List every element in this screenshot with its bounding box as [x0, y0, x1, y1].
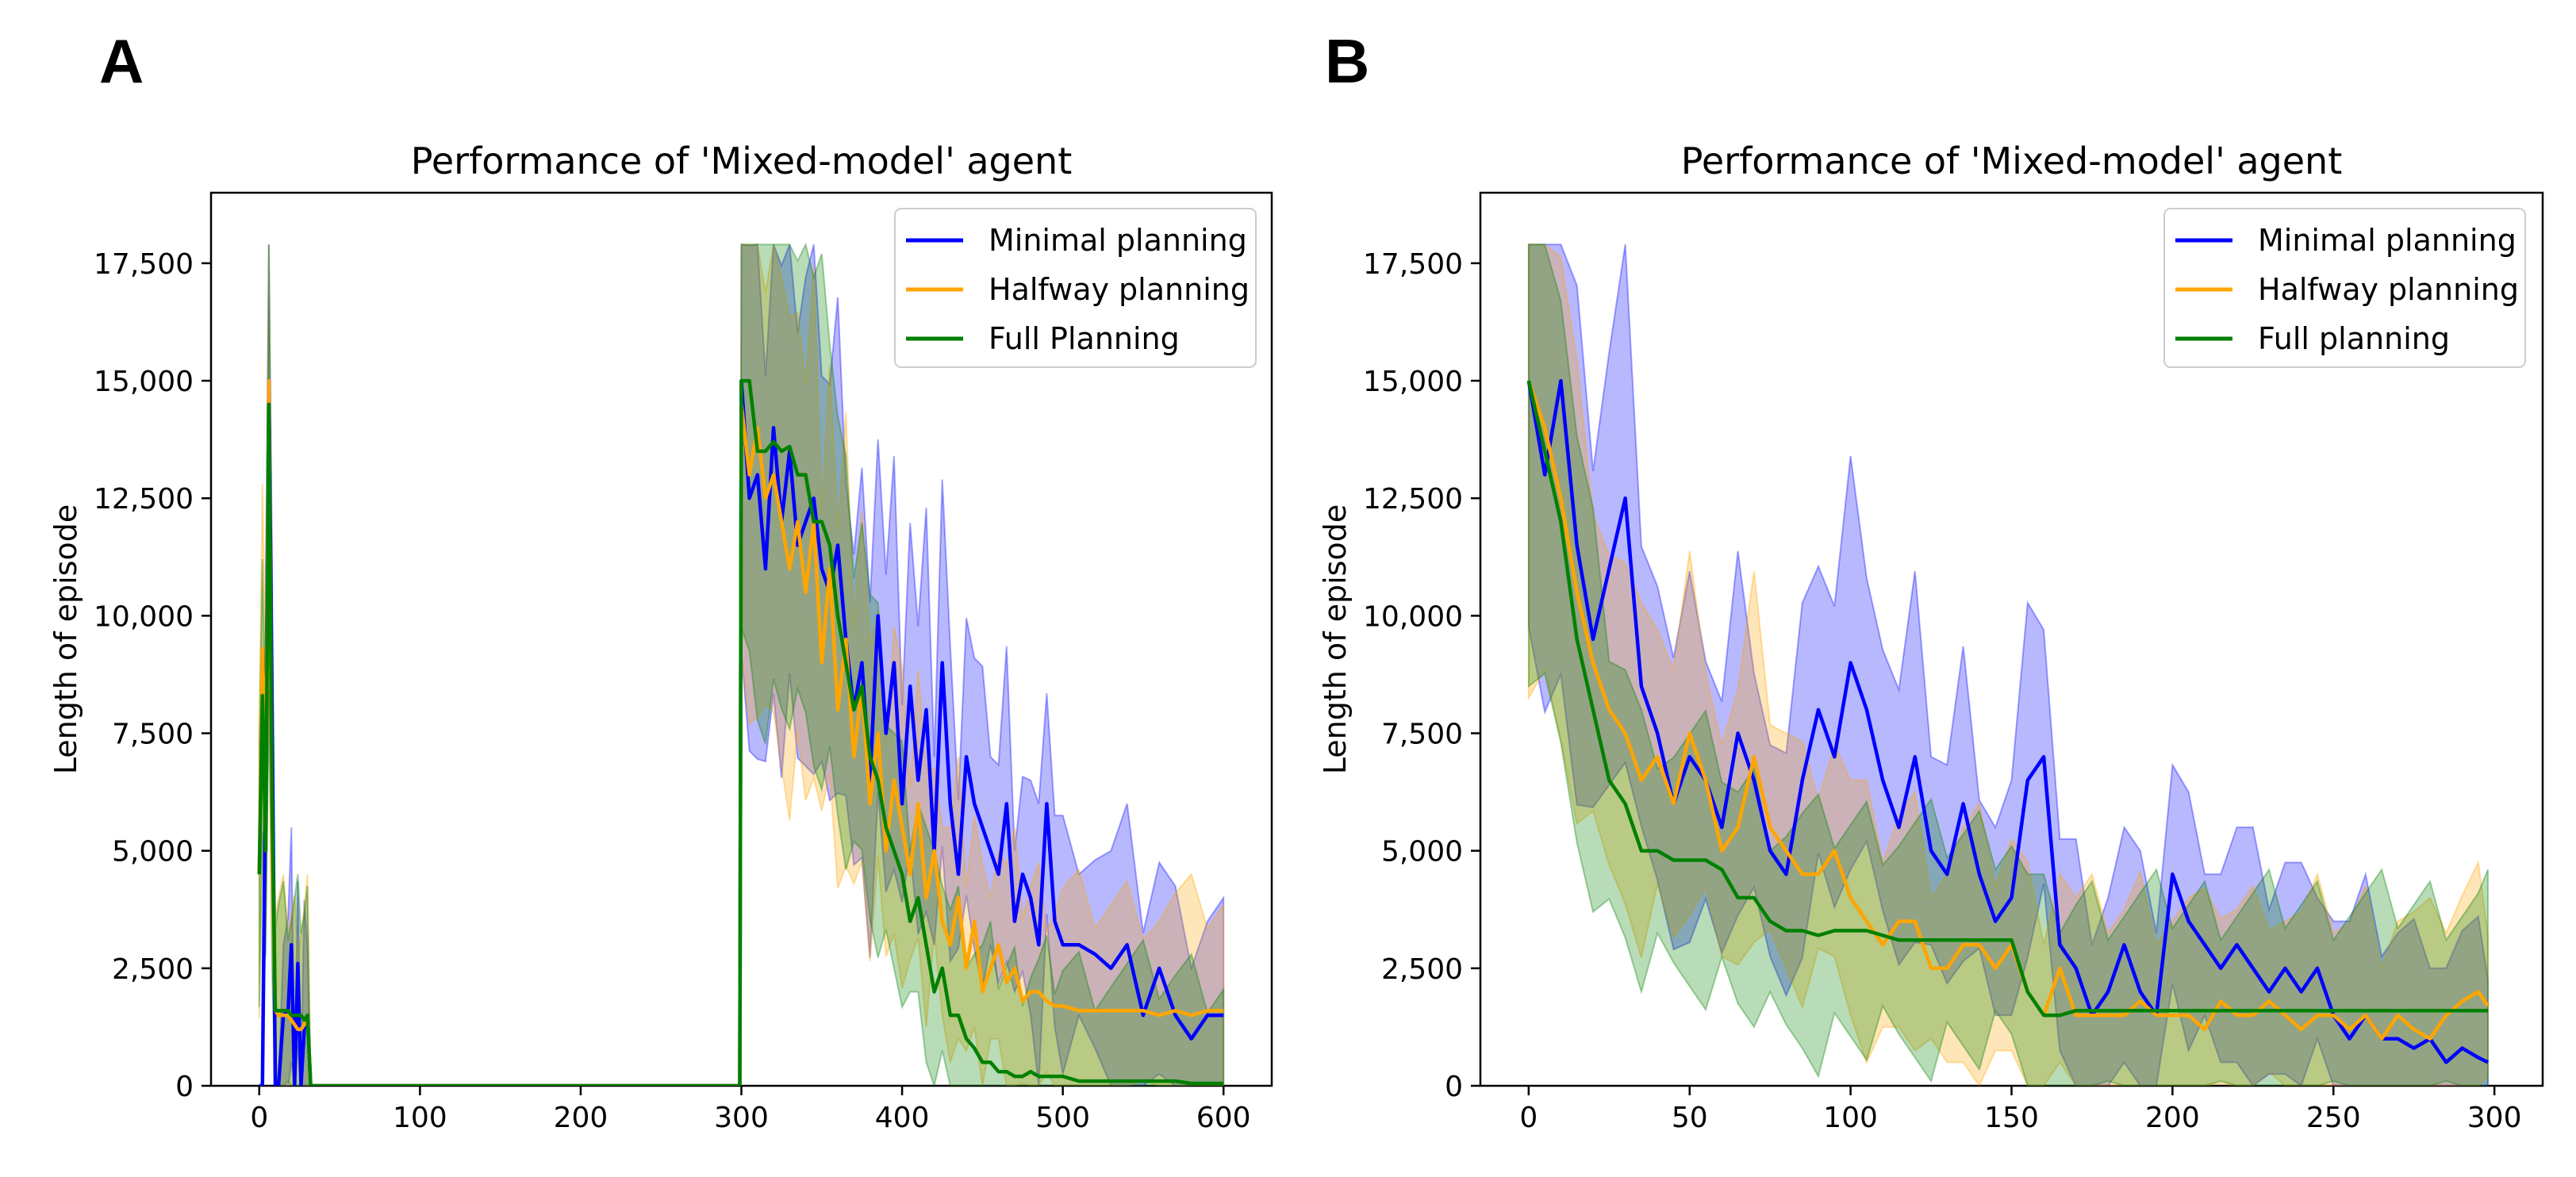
panel-letter-a: A — [99, 26, 144, 96]
chart1-legend-label-1: Halfway planning — [2258, 272, 2519, 307]
chart0-band-1 — [258, 243, 1225, 1086]
chart1-y-tick-label-7: 17,500 — [1363, 248, 1463, 281]
chart0-legend: Minimal planning Halfway planning Full Pla… — [894, 208, 1257, 368]
chart1-plot-area — [1526, 243, 2490, 1086]
chart1-y-tick-label-5: 12,500 — [1363, 483, 1463, 516]
chart0-x-tick-label-0: 0 — [250, 1102, 268, 1134]
chart0-y-tick-label-4: 10,000 — [94, 600, 194, 633]
chart1-legend-label-2: Full planning — [2258, 321, 2450, 356]
chart0-series-line-2 — [257, 378, 1224, 1086]
chart0-y-tick-label-1: 2,500 — [112, 953, 194, 986]
chart1-y-tick-label-4: 10,000 — [1363, 600, 1463, 633]
chart1-legend-label-0: Minimal planning — [2258, 223, 2516, 258]
chart0-y-tick-label-5: 12,500 — [94, 483, 194, 516]
chart1-y-tick-label-1: 2,500 — [1381, 953, 1463, 986]
chart1-x-tick-label-6: 300 — [2467, 1102, 2522, 1134]
chart1-y-tick-label-3: 7,500 — [1381, 719, 1463, 751]
chart1-band-1 — [1527, 243, 2489, 1086]
chart1-band-2 — [1527, 243, 2489, 1086]
chart1-y-tick-label-2: 5,000 — [1381, 836, 1463, 868]
chart1-series-line-2 — [1526, 380, 2488, 1018]
chart1-y-tick-label-6: 15,000 — [1363, 366, 1463, 398]
chart0-x-tick-label-1: 100 — [393, 1102, 447, 1134]
chart0-legend-label-1: Halfway planning — [989, 272, 1250, 307]
chart1-x-tick-label-2: 100 — [1823, 1102, 1878, 1134]
chart1-x-tick-label-3: 150 — [1984, 1102, 2039, 1134]
panel-letter-b: B — [1325, 26, 1369, 96]
chart0-title: Performance of 'Mixed-model' agent — [411, 140, 1072, 182]
chart1-x-tick-label-0: 0 — [1519, 1102, 1538, 1134]
chart1-title: Performance of 'Mixed-model' agent — [1681, 140, 2342, 182]
chart1-y-tick-label-0: 0 — [1445, 1071, 1463, 1103]
chart-panel-a: 0 100 200 300 400 500 600 0 2,500 5,000 7,500 10,00… — [48, 140, 1273, 1134]
chart1-x-tick-label-1: 50 — [1672, 1102, 1708, 1134]
chart0-x-tick-label-5: 500 — [1035, 1102, 1090, 1134]
chart0-band-0 — [259, 243, 1225, 1086]
chart0-y-tick-label-3: 7,500 — [112, 719, 194, 751]
chart1-x-tick-label-4: 200 — [2145, 1102, 2200, 1134]
chart0-x-tick-label-6: 600 — [1196, 1102, 1251, 1134]
chart0-series-line-1 — [257, 378, 1224, 1086]
chart0-y-tick-label-0: 0 — [175, 1071, 194, 1103]
chart0-x-tick-label-4: 400 — [875, 1102, 930, 1134]
chart0-y-tick-label-6: 15,000 — [94, 366, 194, 398]
chart0-y-tick-label-2: 5,000 — [112, 836, 194, 868]
chart0-legend-label-0: Minimal planning — [989, 223, 1247, 258]
chart0-plot-area — [257, 242, 1225, 1086]
chart1-band-0 — [1527, 243, 2489, 1086]
chart0-legend-box — [894, 208, 1257, 368]
chart1-y-axis-label: Length of episode — [1318, 504, 1353, 774]
chart1-legend: Minimal planning Halfway planning Full pla… — [2163, 208, 2526, 368]
chart1-legend-box — [2163, 208, 2526, 368]
chart0-y-axis-label: Length of episode — [48, 504, 83, 774]
chart0-y-tick-label-7: 17,500 — [94, 248, 194, 281]
chart0-legend-label-2: Full Planning — [989, 321, 1180, 356]
chart0-x-tick-label-2: 200 — [554, 1102, 608, 1134]
chart-panel-b: 0 50 100 150 200 250 300 0 2,500 5,000 7,500 10,000… — [1318, 140, 2544, 1134]
chart0-x-tick-label-3: 300 — [714, 1102, 769, 1134]
chart1-x-tick-label-5: 250 — [2306, 1102, 2361, 1134]
